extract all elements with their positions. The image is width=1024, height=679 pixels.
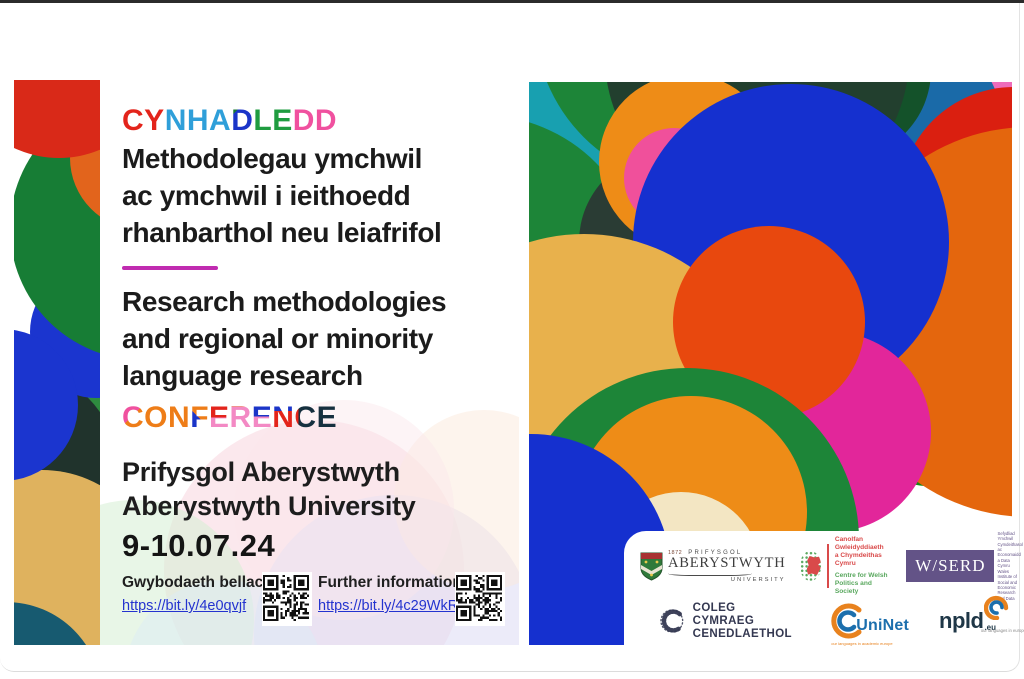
colored-letter: N	[168, 401, 191, 434]
info-link-welsh[interactable]: https://bit.ly/4e0qvjf	[122, 598, 247, 614]
colored-letter: D	[292, 104, 315, 137]
uninet-logo: UniNet our languages in academic europe	[829, 602, 909, 646]
npld-swirl-icon	[984, 595, 1009, 620]
title-welsh: Methodolegau ymchwil ac ymchwil i ieitho…	[122, 140, 442, 251]
colored-letter: E	[316, 401, 338, 434]
colored-letter: R	[229, 401, 252, 434]
colored-letter: C	[294, 401, 317, 434]
wiserd-wordmark: W/SERD	[906, 550, 994, 582]
partner-logo-box: 1872 PRIFYSGOL ABERYSTWYTH UNIVERSITY Ca…	[624, 531, 1024, 646]
left-circle-strip	[14, 80, 100, 645]
title-english-line: and regional or minority	[122, 323, 433, 354]
title-welsh-line: rhanbarthol neu leiafrifol	[122, 217, 442, 248]
poster-left-panel: CYNHADLEDD Methodolegau ymchwil ac ymchw…	[14, 80, 519, 645]
info-group-welsh: Gwybodaeth bellach: https://bit.ly/4e0qv…	[122, 574, 278, 615]
uninet-tagline: our languages in academic europe	[831, 641, 893, 646]
colored-letter: D	[231, 104, 254, 137]
colored-letter: F	[190, 401, 210, 434]
aberystwyth-university-label: UNIVERSITY	[730, 576, 786, 583]
npld-eu-suffix: .eu	[984, 623, 996, 632]
npld-wordmark: npld	[939, 608, 984, 633]
npld-logo: npld .eu our languages in europe	[939, 595, 1024, 633]
aberystwyth-name: ABERYSTWYTH	[668, 554, 786, 571]
info-label-english: Further information:	[318, 574, 467, 591]
logo-row-1: 1872 PRIFYSGOL ABERYSTWYTH UNIVERSITY Ca…	[624, 531, 1023, 601]
uninet-rings-icon	[831, 603, 862, 639]
wiserd-logo: W/SERD Sefydliad Ymchwil Cymdeithasol ac…	[906, 531, 1023, 601]
aberystwyth-crest-icon	[640, 552, 663, 581]
cwps-name-english: Centre for Welsh	[834, 572, 888, 579]
qr-code-welsh	[262, 572, 312, 626]
poster-circle-artwork	[529, 82, 1012, 645]
decor-circle	[14, 80, 100, 158]
logo-row-2: COLEG CYMRAEG CENEDLAETHOL UniNet our la…	[624, 591, 1024, 646]
pastel-backdrop	[14, 80, 519, 645]
wiserd-tagline: ac Economaidd a Data Cymru	[997, 547, 1021, 569]
info-label-welsh: Gwybodaeth bellach:	[122, 574, 278, 591]
colored-letter: L	[253, 104, 273, 137]
npld-tagline: our languages in europe	[980, 628, 1024, 633]
colored-letter: N	[272, 401, 295, 434]
colored-letter: C	[122, 104, 145, 137]
colored-letter: A	[209, 104, 232, 137]
coleg-name-line: COLEG CYMRAEG	[692, 601, 755, 627]
cwps-divider	[827, 544, 829, 588]
event-date: 9-10.07.24	[122, 528, 276, 563]
title-english-line: Research methodologies	[122, 286, 447, 317]
colored-letter: E	[251, 401, 273, 434]
cwps-name-welsh: Canolfan Gwleidyddiaeth	[834, 536, 884, 551]
colored-letter: N	[164, 104, 187, 137]
title-english-line: language research	[122, 360, 363, 391]
colored-letter: D	[314, 104, 338, 137]
coleg-dotted-c-icon	[660, 609, 684, 633]
centre-welsh-politics-logo: Canolfan Gwleidyddiaeth a Chymdeithas Cy…	[799, 536, 893, 596]
conference-wordmark: CONFERENCE	[122, 401, 337, 435]
info-row: Gwybodaeth bellach: https://bit.ly/4e0qv…	[122, 572, 519, 638]
colored-letter: E	[209, 401, 230, 434]
colored-letter: C	[122, 401, 145, 434]
cwps-globe-icon	[799, 551, 822, 581]
aberystwyth-university-logo: 1872 PRIFYSGOL ABERYSTWYTH UNIVERSITY	[640, 550, 786, 583]
wiserd-tagline: Sefydliad Ymchwil Cymdeithasol	[997, 530, 1023, 547]
aberystwyth-swoosh	[668, 571, 752, 576]
aberystwyth-year: 1872	[668, 549, 683, 556]
title-welsh-line: ac ymchwil i ieithoedd	[122, 180, 411, 211]
colored-letter: O	[144, 401, 169, 434]
uninet-wordmark: UniNet	[856, 617, 909, 634]
coleg-cymraeg-logo: COLEG CYMRAEG CENEDLAETHOL	[658, 602, 799, 641]
info-link-english[interactable]: https://bit.ly/4c29WkR	[318, 598, 459, 614]
cwps-name-welsh: a Chymdeithas Cymru	[834, 552, 882, 567]
colored-letter: E	[272, 104, 293, 137]
qr-code-english	[455, 572, 505, 626]
venue-welsh: Prifysgol Aberystwyth	[122, 457, 400, 487]
cwps-name-english: Politics and Society	[834, 580, 872, 595]
wales-map-icon	[806, 556, 822, 575]
aberystwyth-wordmark: 1872 PRIFYSGOL ABERYSTWYTH UNIVERSITY	[668, 550, 786, 583]
window-top-edge	[0, 0, 1024, 3]
colored-letter: H	[186, 104, 210, 137]
colored-letter: Y	[144, 104, 165, 137]
wiserd-tagline: Economic Research and Data	[997, 584, 1016, 601]
wiserd-tagline: Wales Institute of Social and	[997, 568, 1018, 585]
coleg-name-line: CENEDLAETHOL	[692, 627, 792, 640]
aberystwyth-prifysgol: PRIFYSGOL	[688, 549, 743, 556]
magenta-divider	[122, 266, 218, 270]
info-group-english: Further information: https://bit.ly/4c29…	[318, 574, 467, 615]
title-english: Research methodologies and regional or m…	[122, 283, 447, 394]
title-welsh-line: Methodolegau ymchwil	[122, 143, 423, 174]
venue-english: Aberystwyth University	[122, 491, 416, 521]
cynhadledd-wordmark: CYNHADLEDD	[122, 104, 337, 138]
venue-lines: Prifysgol Aberystwyth Aberystwyth Univer…	[122, 455, 416, 523]
